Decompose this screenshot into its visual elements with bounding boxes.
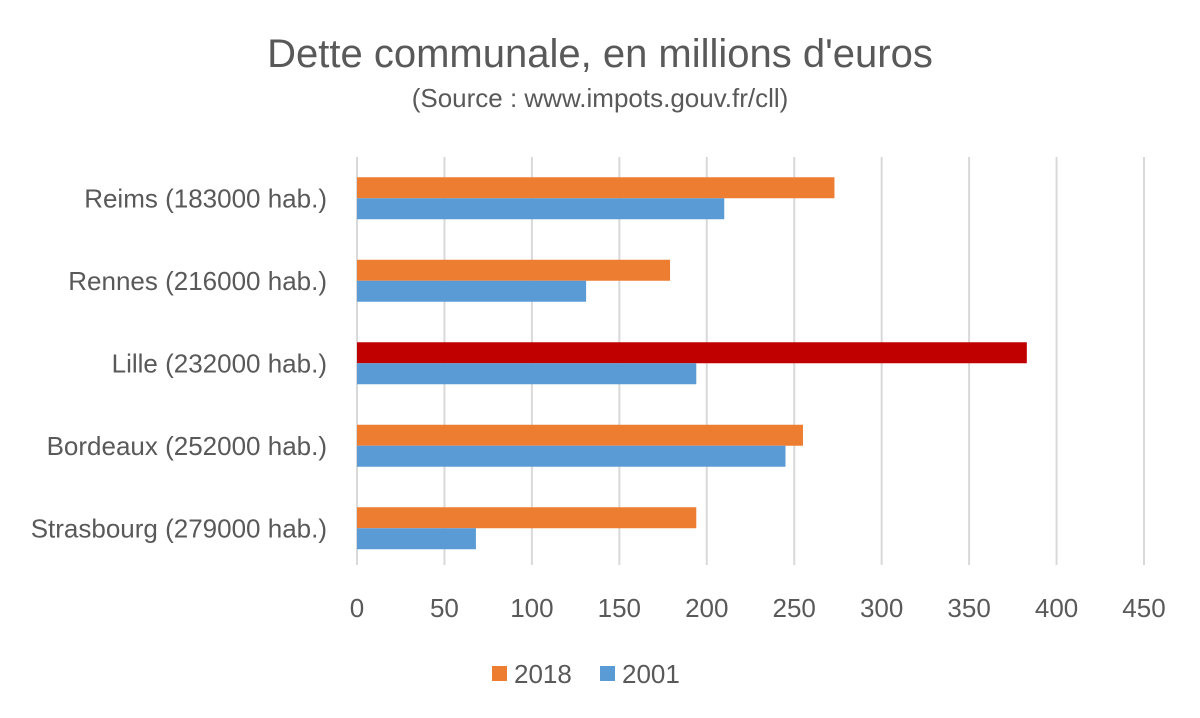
category-label: Strasbourg (279000 hab.) (31, 513, 327, 543)
x-tick-label: 350 (947, 593, 990, 623)
bar-2018-0 (357, 177, 835, 199)
chart-subtitle: (Source : www.impots.gouv.fr/cll) (412, 83, 789, 113)
x-tick-label: 50 (430, 593, 459, 623)
bar-2001-1 (357, 280, 587, 302)
legend-swatch-2018 (492, 666, 507, 681)
bars (357, 177, 1027, 550)
bar-2001-4 (357, 528, 476, 550)
legend-label-2018: 2018 (514, 659, 572, 689)
bar-2001-0 (357, 198, 725, 220)
x-tick-label: 400 (1035, 593, 1078, 623)
x-tick-label: 150 (598, 593, 641, 623)
chart-title: Dette communale, en millions d'euros (267, 32, 933, 76)
bar-2001-3 (357, 445, 786, 467)
category-label: Reims (183000 hab.) (84, 183, 327, 213)
category-labels: Reims (183000 hab.) Rennes (216000 hab.) L… (31, 183, 327, 543)
x-axis-tick-labels: 0 50 100 150 200 250 300 350 400 450 (350, 593, 1166, 623)
legend-swatch-2001 (600, 666, 615, 681)
legend: 2018 2001 (492, 659, 680, 689)
x-tick-label: 300 (860, 593, 903, 623)
category-label: Lille (232000 hab.) (112, 348, 327, 378)
category-label: Bordeaux (252000 hab.) (47, 431, 327, 461)
bar-2018-2 (357, 342, 1027, 364)
x-tick-label: 200 (685, 593, 728, 623)
x-tick-label: 250 (773, 593, 816, 623)
x-tick-label: 100 (510, 593, 553, 623)
bar-2018-1 (357, 259, 671, 281)
legend-label-2001: 2001 (622, 659, 680, 689)
bar-2018-4 (357, 507, 697, 529)
x-tick-label: 450 (1122, 593, 1165, 623)
bar-2018-3 (357, 424, 803, 446)
x-tick-label: 0 (350, 593, 364, 623)
category-label: Rennes (216000 hab.) (68, 266, 327, 296)
bar-2001-2 (357, 363, 697, 385)
